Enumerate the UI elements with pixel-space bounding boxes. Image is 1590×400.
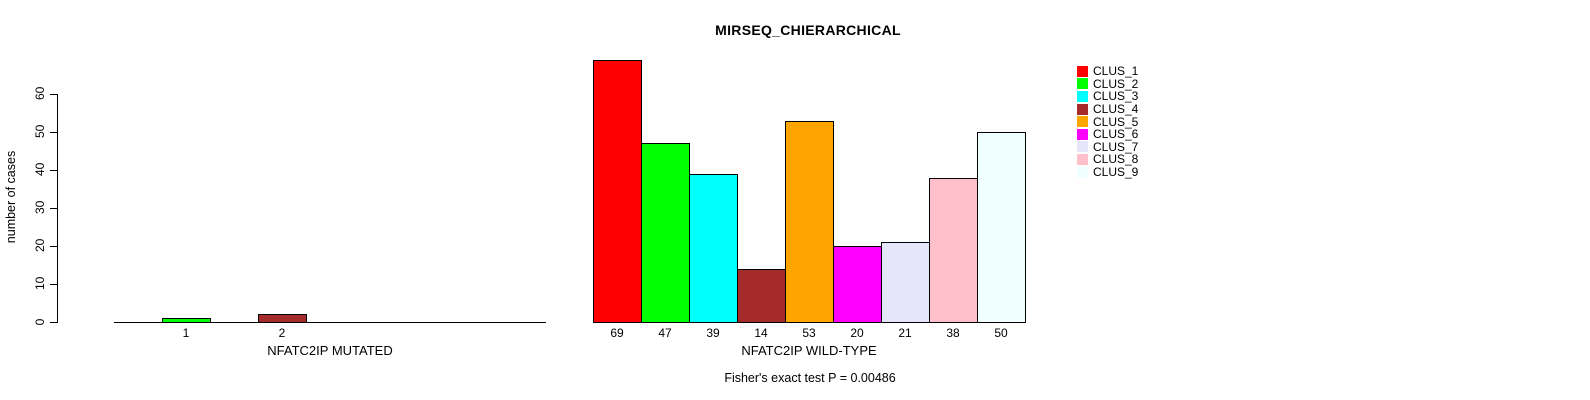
- x-axis-title-mutated: NFATC2IP MUTATED: [267, 343, 393, 358]
- legend-row-clus_4: CLUS_4: [1077, 103, 1138, 116]
- bar-clus_1-panel1: [593, 59, 642, 323]
- legend-label-clus_5: CLUS_5: [1093, 114, 1139, 129]
- legend-row-clus_3: CLUS_3: [1077, 90, 1138, 103]
- legend: CLUS_1 CLUS_2 CLUS_3 CLUS_4 CLUS_5 CLUS_6 CLUS…: [1077, 65, 1138, 178]
- y-tick-label-30: 30: [33, 200, 47, 214]
- legend-swatch-clus_9: [1077, 166, 1088, 178]
- y-tick-50: [50, 132, 57, 133]
- legend-swatch-clus_6: [1077, 128, 1088, 140]
- bar-value-clus_6-panel1: 20: [850, 326, 864, 340]
- legend-row-clus_8: CLUS_8: [1077, 153, 1138, 166]
- x-axis-baseline-mutated: [114, 322, 546, 323]
- legend-row-clus_5: CLUS_5: [1077, 115, 1138, 128]
- legend-label-clus_4: CLUS_4: [1093, 102, 1139, 117]
- bar-value-clus_1-panel1: 69: [610, 326, 624, 340]
- y-tick-label-20: 20: [33, 238, 47, 252]
- legend-swatch-clus_7: [1077, 141, 1088, 153]
- bar-clus_3-panel1: [689, 173, 738, 323]
- bar-value-clus_9-panel1: 50: [994, 326, 1008, 340]
- legend-row-clus_6: CLUS_6: [1077, 128, 1138, 141]
- legend-label-clus_3: CLUS_3: [1093, 89, 1139, 104]
- legend-swatch-clus_4: [1077, 103, 1088, 115]
- bar-clus_7-panel1: [881, 242, 930, 323]
- y-tick-label-60: 60: [33, 86, 47, 100]
- y-tick-40: [50, 170, 57, 171]
- bar-clus_2-panel0: [162, 318, 211, 323]
- bar-clus_4-panel0: [258, 314, 307, 323]
- bar-value-clus_7-panel1: 21: [898, 326, 912, 340]
- legend-swatch-clus_2: [1077, 78, 1088, 90]
- bar-clus_9-panel1: [977, 132, 1026, 323]
- y-tick-label-40: 40: [33, 162, 47, 176]
- legend-label-clus_2: CLUS_2: [1093, 76, 1139, 91]
- y-tick-20: [50, 246, 57, 247]
- legend-row-clus_1: CLUS_1: [1077, 65, 1138, 78]
- legend-swatch-clus_1: [1077, 65, 1088, 77]
- legend-row-clus_9: CLUS_9: [1077, 166, 1138, 179]
- bar-value-clus_4-panel0: 2: [278, 326, 286, 340]
- bar-clus_5-panel1: [785, 120, 834, 323]
- y-axis-title: number of cases: [4, 150, 18, 244]
- legend-swatch-clus_5: [1077, 116, 1088, 128]
- legend-row-clus_2: CLUS_2: [1077, 78, 1138, 91]
- bar-clus_6-panel1: [833, 246, 882, 323]
- legend-swatch-clus_8: [1077, 153, 1088, 165]
- footnote-pvalue: Fisher's exact test P = 0.00486: [724, 371, 896, 385]
- bar-value-clus_5-panel1: 53: [802, 326, 816, 340]
- bar-value-clus_3-panel1: 39: [706, 326, 720, 340]
- y-tick-60: [50, 94, 57, 95]
- y-axis-line: [57, 94, 58, 323]
- y-tick-label-50: 50: [33, 124, 47, 138]
- legend-swatch-clus_3: [1077, 90, 1088, 102]
- y-tick-0: [50, 322, 57, 323]
- bar-value-clus_4-panel1: 14: [754, 326, 768, 340]
- legend-label-clus_1: CLUS_1: [1093, 64, 1139, 79]
- y-tick-label-10: 10: [33, 276, 47, 290]
- legend-label-clus_6: CLUS_6: [1093, 127, 1139, 142]
- legend-label-clus_9: CLUS_9: [1093, 165, 1139, 180]
- y-tick-10: [50, 284, 57, 285]
- bar-value-clus_8-panel1: 38: [946, 326, 960, 340]
- bar-value-clus_2-panel1: 47: [658, 326, 672, 340]
- x-axis-title-wildtype: NFATC2IP WILD-TYPE: [741, 343, 877, 358]
- chart-title: MIRSEQ_CHIERARCHICAL: [715, 22, 901, 38]
- bar-value-clus_2-panel0: 1: [182, 326, 190, 340]
- bar-clus_4-panel1: [737, 268, 786, 323]
- y-tick-30: [50, 208, 57, 209]
- legend-label-clus_8: CLUS_8: [1093, 152, 1139, 167]
- bar-clus_2-panel1: [641, 143, 690, 323]
- bar-clus_8-panel1: [929, 177, 978, 323]
- legend-label-clus_7: CLUS_7: [1093, 139, 1139, 154]
- legend-row-clus_7: CLUS_7: [1077, 141, 1138, 154]
- y-tick-label-0: 0: [33, 318, 47, 326]
